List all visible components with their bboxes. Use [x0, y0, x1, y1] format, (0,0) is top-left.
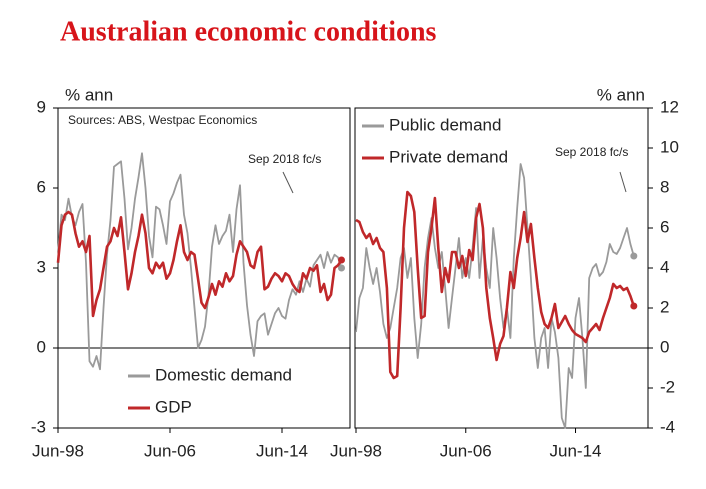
y-tick-label: -4	[660, 417, 675, 436]
end-marker	[338, 264, 345, 272]
x-tick-label: Jun-06	[440, 441, 492, 460]
end-marker	[338, 256, 345, 264]
x-tick-label: Jun-06	[144, 441, 196, 460]
series-line	[355, 163, 635, 429]
legend-label: GDP	[155, 397, 192, 416]
legend-label: Public demand	[389, 115, 501, 134]
series-line	[56, 210, 343, 318]
y-tick-label: 3	[37, 257, 46, 276]
y-tick-label: 0	[660, 337, 669, 356]
annotation: Sep 2018 fc/s	[248, 152, 321, 166]
y-axis-label: % ann	[597, 85, 645, 104]
y-tick-label: 6	[660, 217, 669, 236]
annotation-arrow	[619, 171, 627, 193]
annotation: Sep 2018 fc/s	[555, 145, 628, 159]
series-line	[355, 190, 636, 380]
series-line	[57, 152, 343, 371]
x-tick-label: Jun-14	[550, 441, 602, 460]
page-title: Australian economic conditions	[60, 16, 437, 47]
y-tick-label: 10	[660, 137, 679, 156]
end-marker	[630, 302, 638, 310]
x-tick-label: Jun-98	[330, 441, 382, 460]
legend-label: Private demand	[389, 147, 508, 166]
annotation: Sources: ABS, Westpac Economics	[68, 113, 257, 127]
y-tick-label: 0	[37, 337, 46, 356]
y-tick-label: 9	[37, 97, 46, 116]
y-axis-label: % ann	[65, 85, 113, 104]
end-marker	[630, 252, 638, 260]
y-tick-label: -3	[31, 417, 46, 436]
y-tick-label: -2	[660, 377, 675, 396]
y-tick-label: 2	[660, 297, 669, 316]
legend-label: Domestic demand	[155, 365, 292, 384]
x-tick-label: Jun-98	[32, 441, 84, 460]
x-tick-label: Jun-14	[256, 441, 308, 460]
y-tick-label: 12	[660, 97, 679, 116]
y-tick-label: 4	[660, 257, 669, 276]
annotation-arrow	[282, 171, 294, 194]
y-tick-label: 6	[37, 177, 46, 196]
y-tick-label: 8	[660, 177, 669, 196]
